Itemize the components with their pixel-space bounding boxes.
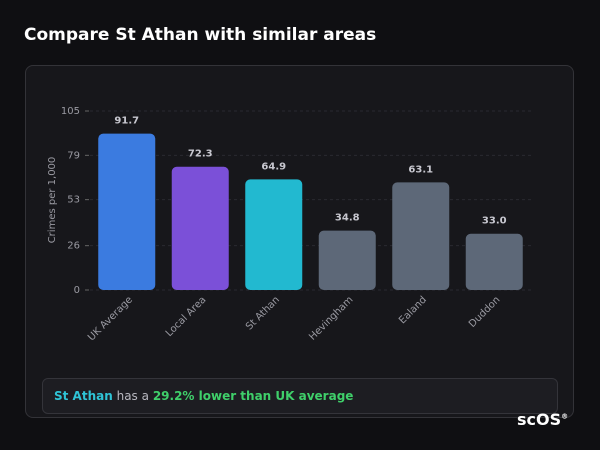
y-tick-label: 0 (74, 285, 80, 296)
x-tick-label: St Athan (244, 294, 282, 332)
value-label: 91.7 (114, 116, 139, 127)
y-tick-label: 105 (61, 106, 80, 117)
y-axis-label: Crimes per 1,000 (47, 157, 58, 244)
value-label: 72.3 (188, 149, 213, 160)
bar (98, 133, 156, 290)
bar (392, 182, 450, 290)
value-label: 63.1 (408, 164, 433, 175)
summary-highlight: 29.2% lower than UK average (152, 389, 354, 403)
x-tick-label: Hevingham (307, 294, 355, 342)
x-tick-label: Ealand (397, 294, 429, 326)
logo: scOS® (517, 410, 569, 429)
summary: St Athan has a 29.2% lower than UK avera… (42, 378, 558, 414)
y-tick-label: 26 (67, 241, 80, 252)
value-label: 33.0 (482, 216, 507, 227)
summary-area: St Athan (54, 389, 113, 403)
x-tick-label: Duddon (467, 294, 502, 329)
value-label: 64.9 (261, 161, 286, 172)
y-tick-label: 53 (67, 195, 80, 206)
bar (318, 230, 376, 290)
logo-text: scOS (517, 410, 562, 429)
value-label: 34.8 (335, 213, 360, 224)
bar (245, 179, 303, 290)
x-tick-label: Local Area (164, 294, 209, 339)
bar (171, 166, 229, 290)
summary-text: has a (116, 389, 149, 403)
page-title: Compare St Athan with similar areas (24, 25, 377, 45)
y-tick-label: 79 (67, 150, 80, 161)
bar (465, 233, 523, 290)
x-tick-label: UK Average (86, 294, 135, 343)
